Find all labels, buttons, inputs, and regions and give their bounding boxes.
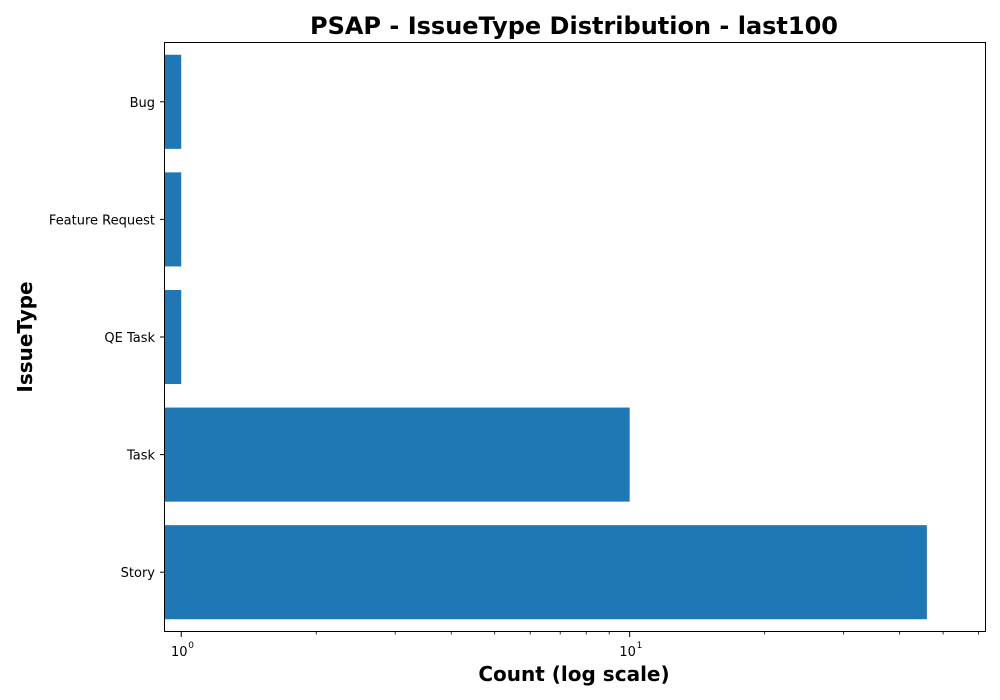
y-tick-label: Bug	[130, 96, 155, 111]
x-tick-label: 10	[171, 645, 188, 660]
bar-story	[165, 525, 927, 620]
bar-qe-task	[165, 289, 182, 385]
chart-title: PSAP - IssueType Distribution - last100	[310, 12, 838, 40]
y-axis-label: IssueType	[13, 281, 37, 392]
x-axis-label: Count (log scale)	[478, 662, 669, 686]
bars-layer	[165, 54, 927, 620]
x-tick-exponent: 0	[188, 641, 194, 651]
bar-feature-request	[165, 172, 182, 267]
x-tick-label: 10	[619, 645, 636, 660]
y-tick-label: Task	[126, 449, 156, 464]
plot-frame	[164, 42, 986, 632]
y-tick-label: Story	[121, 566, 156, 581]
x-tick-exponent: 1	[637, 641, 643, 651]
bar-task	[165, 407, 630, 502]
y-tick-label: QE Task	[104, 331, 155, 346]
bar-bug	[165, 54, 182, 149]
y-tick-label: Feature Request	[49, 213, 155, 228]
